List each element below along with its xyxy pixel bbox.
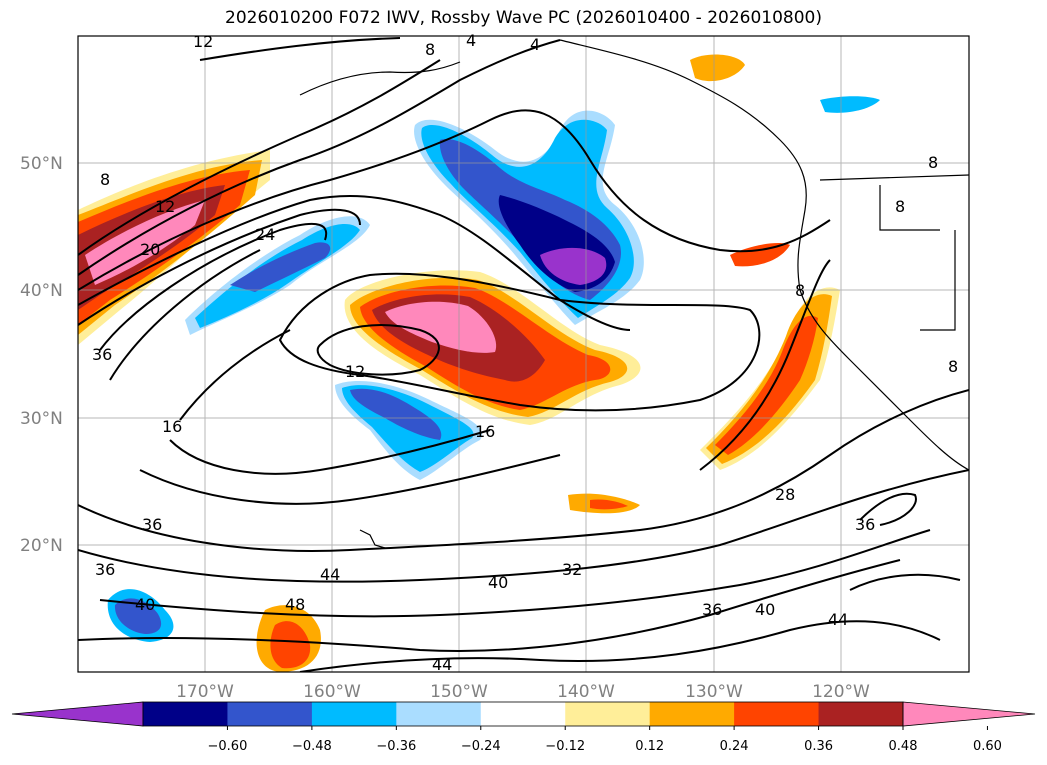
contour-label: 32 xyxy=(562,560,582,579)
colorbar-segment xyxy=(818,702,904,726)
colorbar-segment xyxy=(227,702,313,726)
colorbar-extend-high xyxy=(902,701,1036,727)
gridlines xyxy=(78,36,969,672)
contour-label: 28 xyxy=(775,485,795,504)
latitude-label: 30°N xyxy=(20,409,63,429)
contour-label: 36 xyxy=(855,515,875,534)
colorbar-tick-label: −0.48 xyxy=(292,739,332,754)
colorbar-segment xyxy=(143,702,228,726)
anomaly-small-northeast xyxy=(820,96,880,113)
anomaly-small-alaska xyxy=(690,54,745,82)
colorbar-segment xyxy=(734,702,820,726)
longitude-labels: 170°W 160°W 150°W 140°W 130°W 120°W xyxy=(176,682,870,702)
longitude-label: 120°W xyxy=(812,682,870,702)
iwv-contours xyxy=(78,37,969,672)
colorbar-segment xyxy=(311,702,397,726)
contour-label: 36 xyxy=(92,345,112,364)
latitude-label: 40°N xyxy=(20,281,63,301)
anomaly-small-west-coast xyxy=(730,243,790,267)
contour-label: 20 xyxy=(140,240,160,259)
colorbar-tick-label: −0.60 xyxy=(208,739,248,754)
coastlines xyxy=(299,39,969,549)
longitude-label: 160°W xyxy=(303,682,361,702)
colorbar-tick-label: −0.24 xyxy=(461,739,501,754)
colorbar-segment xyxy=(649,702,735,726)
contour-label: 24 xyxy=(255,225,275,244)
colorbar-segment xyxy=(396,702,482,726)
longitude-label: 170°W xyxy=(176,682,234,702)
plot-border xyxy=(77,35,970,673)
contour-label: 12 xyxy=(193,32,213,51)
contour-label: 44 xyxy=(432,655,452,674)
contour-label: 40 xyxy=(135,595,155,614)
colorbar-tick-label: 0.36 xyxy=(804,739,833,754)
contour-label: 8 xyxy=(795,281,805,300)
contour-label: 36 xyxy=(142,515,162,534)
colorbar-tick-label: 0.12 xyxy=(635,739,664,754)
colorbar-segment xyxy=(480,702,566,726)
contour-labels: 12 4 4 8 8 12 20 24 36 12 16 16 36 36 40… xyxy=(92,31,958,674)
contour-label: 12 xyxy=(345,362,365,381)
longitude-label: 130°W xyxy=(685,682,743,702)
contour-label: 36 xyxy=(702,600,722,619)
contour-label: 16 xyxy=(475,422,495,441)
map-title: 2026010200 F072 IWV, Rossby Wave PC (202… xyxy=(225,8,822,28)
contour-label: 8 xyxy=(425,40,435,59)
longitude-label: 140°W xyxy=(557,682,615,702)
colorbar-tick-label: 0.24 xyxy=(720,739,749,754)
contour-label: 44 xyxy=(828,610,848,629)
contour-label: 8 xyxy=(895,197,905,216)
contour-label: 4 xyxy=(530,35,540,54)
colorbar-extend-low xyxy=(11,701,144,727)
latitude-label: 20°N xyxy=(20,536,63,556)
colorbar-tick-label: −0.36 xyxy=(376,739,416,754)
contour-label: 16 xyxy=(162,417,182,436)
colorbar: −0.60 −0.48 −0.36 −0.24 −0.12 0.12 0.24 0.36 0.4… xyxy=(11,701,1036,754)
colorbar-tick-label: −0.12 xyxy=(545,739,585,754)
contour-label: 4 xyxy=(466,31,476,50)
contour-label: 44 xyxy=(320,565,340,584)
contour-label: 12 xyxy=(155,197,175,216)
colorbar-tick-label: 0.48 xyxy=(889,739,918,754)
contour-label: 8 xyxy=(948,357,958,376)
contour-label: 40 xyxy=(755,600,775,619)
colorbar-tick-label: 0.60 xyxy=(973,739,1002,754)
contour-label: 8 xyxy=(928,153,938,172)
contour-label: 40 xyxy=(488,573,508,592)
contour-label: 8 xyxy=(100,170,110,189)
latitude-label: 50°N xyxy=(20,154,63,174)
latitude-labels: 50°N 40°N 30°N 20°N xyxy=(20,154,63,556)
longitude-label: 150°W xyxy=(430,682,488,702)
colorbar-segment xyxy=(565,702,651,726)
contour-label: 36 xyxy=(95,560,115,579)
contour-label: 48 xyxy=(285,595,305,614)
